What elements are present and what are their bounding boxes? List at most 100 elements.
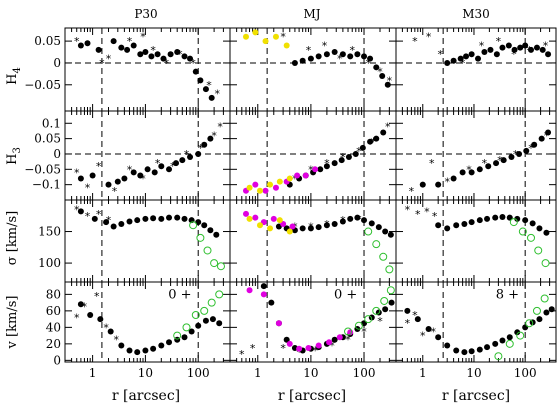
data-point [476, 346, 483, 353]
panel-frame [395, 27, 557, 112]
data-point-open [354, 321, 363, 330]
data-point-star: * [365, 57, 371, 70]
column-title-p30: P30 [134, 7, 157, 21]
data-point [246, 215, 253, 222]
data-point [457, 55, 464, 62]
data-point [166, 339, 173, 346]
y-tick-label: 20 [46, 337, 61, 351]
data-point [307, 55, 314, 62]
y-tick-label: 0.05 [34, 34, 61, 48]
data-point [110, 223, 117, 230]
data-point [195, 322, 202, 329]
data-point-star: * [184, 148, 190, 161]
data-point [246, 184, 253, 191]
data-point [508, 154, 515, 161]
data-point-star: * [250, 342, 256, 355]
panel-data: **** [74, 203, 225, 271]
data-point [134, 349, 141, 356]
panel-frame [229, 27, 397, 112]
data-point [463, 53, 470, 60]
data-point-star: * [127, 35, 133, 48]
data-point-star: * [337, 53, 343, 66]
data-point [181, 215, 188, 222]
data-point [493, 51, 500, 58]
data-point [336, 334, 343, 341]
data-point [444, 342, 451, 349]
data-point [103, 219, 110, 226]
data-point-open [207, 298, 216, 307]
data-point [294, 172, 301, 179]
data-point [302, 172, 309, 179]
data-point [331, 49, 338, 56]
data-point-open [344, 327, 353, 336]
data-point [77, 208, 84, 215]
data-point [517, 44, 524, 51]
data-point-star: * [415, 208, 421, 221]
data-point [268, 299, 275, 306]
data-point-star: * [356, 145, 362, 158]
data-point [202, 317, 209, 324]
data-point [118, 44, 125, 51]
data-point [367, 138, 374, 145]
data-point [181, 334, 188, 341]
data-point-star: * [361, 325, 367, 338]
panel-data: **** [405, 203, 550, 268]
data-point [137, 51, 144, 58]
x-tick-label: 1 [89, 366, 97, 380]
data-point [315, 342, 322, 349]
data-point-star: * [349, 44, 355, 57]
panel-r1-c2: * * * * * * * * * [395, 110, 557, 201]
data-point-open [525, 319, 534, 328]
data-point-star: * [340, 214, 346, 227]
data-point [121, 175, 128, 182]
data-point [352, 150, 359, 157]
data-point [373, 135, 380, 142]
data-point-open [380, 296, 389, 305]
x-tick-label: 1 [419, 366, 427, 380]
data-point-star: * [322, 39, 328, 52]
data-point [208, 94, 215, 101]
data-point-open [372, 240, 381, 249]
data-point-star: * [96, 208, 102, 221]
data-point [499, 214, 506, 221]
data-point-star: * [292, 173, 298, 186]
y-tick-label: 0.05 [34, 132, 61, 146]
data-point [543, 309, 550, 316]
data-point [126, 218, 133, 225]
data-point [267, 181, 274, 188]
data-point [453, 222, 460, 229]
data-point [286, 340, 293, 347]
data-point-star: * [426, 31, 432, 44]
y-tick-label: 0 [53, 56, 61, 70]
data-point [548, 306, 555, 313]
panel-data: ** ** ******* [74, 31, 221, 101]
y-tick-label: −0.05 [24, 78, 61, 92]
data-point [124, 46, 131, 53]
panel-data: * * * * * * * [242, 120, 391, 194]
data-point-star: * [496, 35, 502, 48]
data-point [256, 187, 263, 194]
data-point [484, 344, 491, 351]
data-point [299, 57, 306, 64]
data-point-star: * [170, 160, 176, 173]
data-point [95, 46, 102, 53]
data-point-star: * [420, 330, 426, 343]
data-point [262, 187, 269, 194]
data-point-star: * [543, 39, 549, 52]
data-point [130, 169, 137, 176]
data-point-star: * [308, 220, 314, 233]
data-point [272, 184, 279, 191]
data-point-star: * [106, 53, 112, 66]
data-point [339, 218, 346, 225]
data-point [275, 320, 282, 327]
data-point-open [518, 227, 527, 236]
data-point [154, 51, 161, 58]
data-point [142, 347, 149, 354]
data-point-star: * [497, 154, 503, 167]
y-tick-label: 0.1 [42, 116, 61, 130]
ylabel-h3: H3 [5, 147, 23, 165]
data-point [373, 64, 380, 71]
data-point-star: * [74, 35, 80, 48]
data-point [543, 229, 550, 236]
